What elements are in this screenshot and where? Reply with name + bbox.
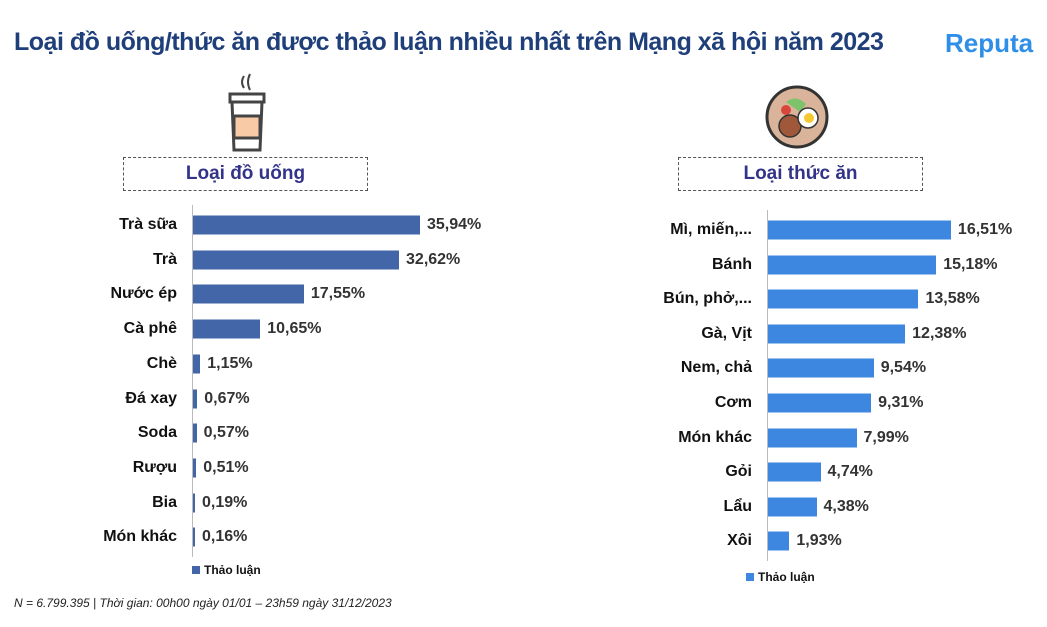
data-label: 1,93% (796, 532, 842, 550)
data-label: 0,16% (202, 528, 248, 546)
bar (193, 284, 304, 304)
data-label: 1,15% (207, 354, 253, 372)
data-label: 10,65% (267, 320, 322, 338)
category-label: Rượu (132, 458, 177, 476)
data-label: 0,19% (202, 493, 248, 511)
page-title: Loại đồ uống/thức ăn được thảo luận nhiề… (14, 28, 884, 56)
bar (768, 531, 790, 551)
legend-swatch (746, 573, 754, 581)
y-axis-line (192, 205, 193, 558)
food-legend: Thảo luận (746, 570, 815, 584)
data-label: 17,55% (310, 285, 366, 303)
food-chart-title: Loại thức ăn (678, 157, 923, 191)
category-label: Món khác (678, 428, 752, 446)
category-label: Bún, phở,... (663, 290, 752, 308)
category-label: Xôi (727, 532, 752, 550)
food-plate-icon (765, 85, 829, 149)
category-label: Cơm (714, 394, 752, 411)
data-label: 32,62% (406, 250, 461, 268)
data-label: 9,31% (878, 394, 924, 411)
bar (768, 255, 937, 275)
coffee-cup-icon (228, 73, 266, 152)
bar (768, 497, 817, 517)
bar (193, 493, 195, 513)
category-label: Soda (137, 424, 177, 442)
legend-swatch (192, 566, 200, 574)
data-label: 35,94% (426, 216, 482, 233)
data-label: 13,58% (925, 290, 980, 308)
bar (768, 462, 821, 482)
category-label: Bia (152, 493, 177, 511)
bar (768, 289, 919, 309)
category-label: Chè (146, 354, 177, 372)
drinks-legend: Thảo luận (192, 563, 261, 577)
bar (768, 393, 872, 413)
bar (193, 423, 197, 443)
category-label: Nem, chả (680, 359, 752, 377)
data-label: 0,57% (203, 424, 249, 442)
legend-label: Thảo luận (758, 570, 815, 584)
category-label: Đá xay (125, 389, 177, 407)
bar (193, 354, 201, 374)
bar (193, 389, 198, 408)
bar (193, 215, 420, 235)
reputa-logo: Reputa (945, 28, 1034, 58)
category-label: Bánh (712, 255, 752, 273)
legend-label: Thảo luận (204, 563, 261, 577)
data-label: 12,38% (912, 324, 967, 342)
footnote: N = 6.799.395 | Thời gian: 00h00 ngày 01… (14, 596, 392, 610)
category-label: Gỏi (725, 463, 752, 481)
bar (768, 324, 906, 344)
data-label: 15,18% (943, 255, 998, 273)
y-axis-line (767, 210, 768, 562)
category-label: Cà phê (123, 320, 177, 338)
drinks-chart-title: Loại đồ uống (123, 157, 368, 191)
category-label: Gà, Vịt (701, 324, 752, 342)
category-label: Trà (152, 250, 177, 268)
data-label: 4,74% (827, 463, 873, 481)
bar (193, 527, 195, 547)
data-label: 4,38% (823, 497, 869, 515)
category-label: Món khác (103, 528, 177, 546)
data-label: 9,54% (880, 359, 927, 377)
bar (768, 358, 874, 378)
data-label: 0,67% (204, 389, 250, 407)
data-label: 0,51% (203, 458, 249, 476)
bar (768, 428, 857, 448)
category-label: Lẩu (723, 497, 752, 515)
data-label: 16,51% (957, 221, 1013, 238)
bar (193, 458, 197, 478)
bar (193, 250, 400, 270)
category-label: Trà sữa (119, 216, 177, 233)
category-label: Nước ép (110, 285, 177, 303)
category-label: Mì, miến,... (670, 221, 752, 238)
bar (768, 220, 951, 240)
bar (193, 319, 261, 339)
data-label: 7,99% (863, 428, 909, 446)
